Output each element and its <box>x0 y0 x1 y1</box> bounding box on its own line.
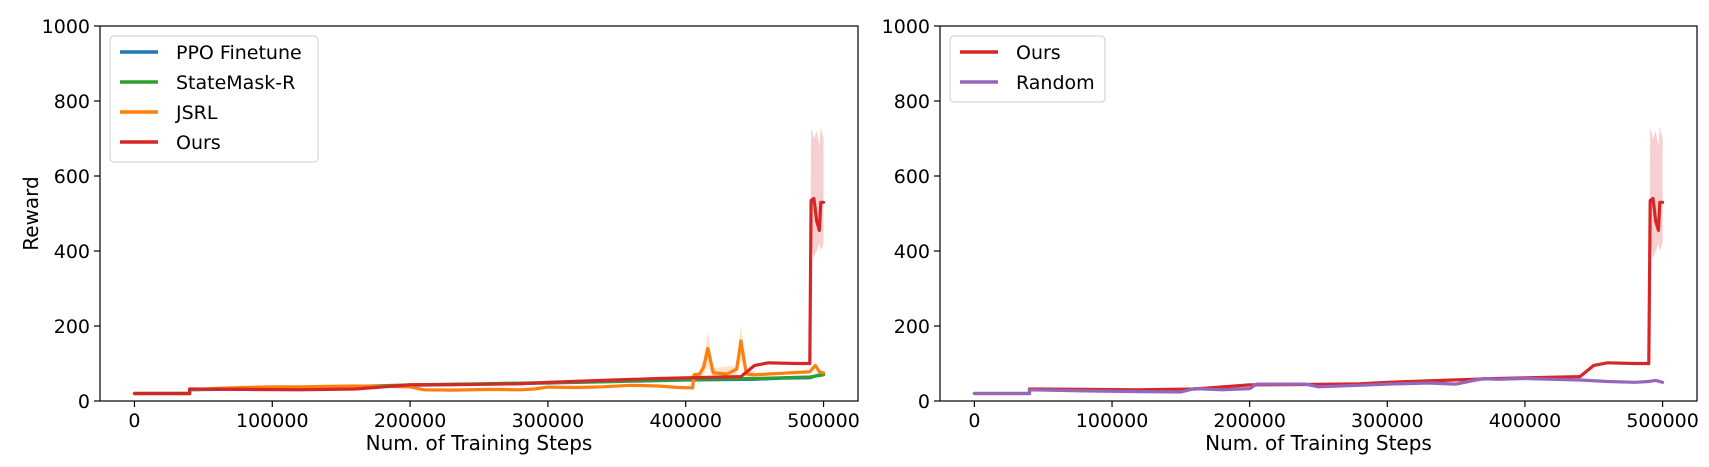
x-tick-label: 500000 <box>787 410 860 432</box>
y-tick-label: 400 <box>54 241 90 263</box>
legend-item: Random <box>960 72 1095 94</box>
plot-frame <box>939 25 1698 402</box>
x-axis-label: Num. of Training Steps <box>1205 431 1432 455</box>
y-tick-label: 200 <box>894 316 930 338</box>
x-tick-label: 0 <box>128 410 140 432</box>
y-tick-label: 400 <box>894 241 930 263</box>
legend-label: PPO Finetune <box>176 42 302 64</box>
x-tick-label: 300000 <box>1351 410 1424 432</box>
band-ours <box>809 127 824 364</box>
x-tick-label: 100000 <box>236 410 309 432</box>
y-axis-label: Reward <box>19 176 43 250</box>
legend-frame <box>109 35 319 163</box>
legend-label: JSRL <box>175 102 218 124</box>
x-tick-label: 400000 <box>649 410 722 432</box>
x-tick-label: 300000 <box>512 410 585 432</box>
legend-item: JSRL <box>120 102 218 124</box>
series-line-ours <box>972 196 1665 396</box>
series-line-jsrl <box>132 339 826 396</box>
plot-frame <box>99 25 859 402</box>
legend-item: Ours <box>960 42 1061 64</box>
x-tick-label: 500000 <box>1626 410 1699 432</box>
legend-item: Ours <box>120 132 221 154</box>
x-tick-label: 100000 <box>1076 410 1149 432</box>
band-ours <box>1648 127 1663 364</box>
left-reward-chart: 0 100000 200000 300000 400000 500000 0 200 400 60… <box>19 16 860 455</box>
legend-label: StateMask-R <box>176 72 295 94</box>
y-tick-label: 0 <box>918 391 930 413</box>
y-tick-label: 1000 <box>882 16 930 38</box>
band-jsrl <box>699 324 755 379</box>
y-tick-label: 0 <box>78 391 90 413</box>
x-tick-label: 200000 <box>1213 410 1286 432</box>
series-line-random <box>972 376 1665 396</box>
y-tick-label: 800 <box>54 91 90 113</box>
series-line-ours <box>132 196 826 396</box>
legend-item: PPO Finetune <box>120 42 302 64</box>
legend-item: StateMask-R <box>120 72 295 94</box>
x-tick-label: 200000 <box>374 410 447 432</box>
legend-label: Ours <box>1016 42 1061 64</box>
legend-label: Ours <box>176 132 221 154</box>
y-tick-label: 600 <box>894 166 930 188</box>
y-tick-label: 600 <box>54 166 90 188</box>
x-tick-label: 0 <box>968 410 980 432</box>
x-axis-label: Num. of Training Steps <box>366 431 593 455</box>
x-tick-label: 400000 <box>1489 410 1562 432</box>
right-reward-chart: 0 100000 200000 300000 400000 500000 0 200 400 60… <box>882 16 1699 455</box>
y-tick-label: 1000 <box>42 16 90 38</box>
y-tick-label: 800 <box>894 91 930 113</box>
y-tick-label: 200 <box>54 316 90 338</box>
legend: Ours Random <box>949 35 1106 103</box>
legend: PPO Finetune StateMask-R JSRL Ours <box>109 35 319 163</box>
legend-label: Random <box>1016 72 1095 94</box>
